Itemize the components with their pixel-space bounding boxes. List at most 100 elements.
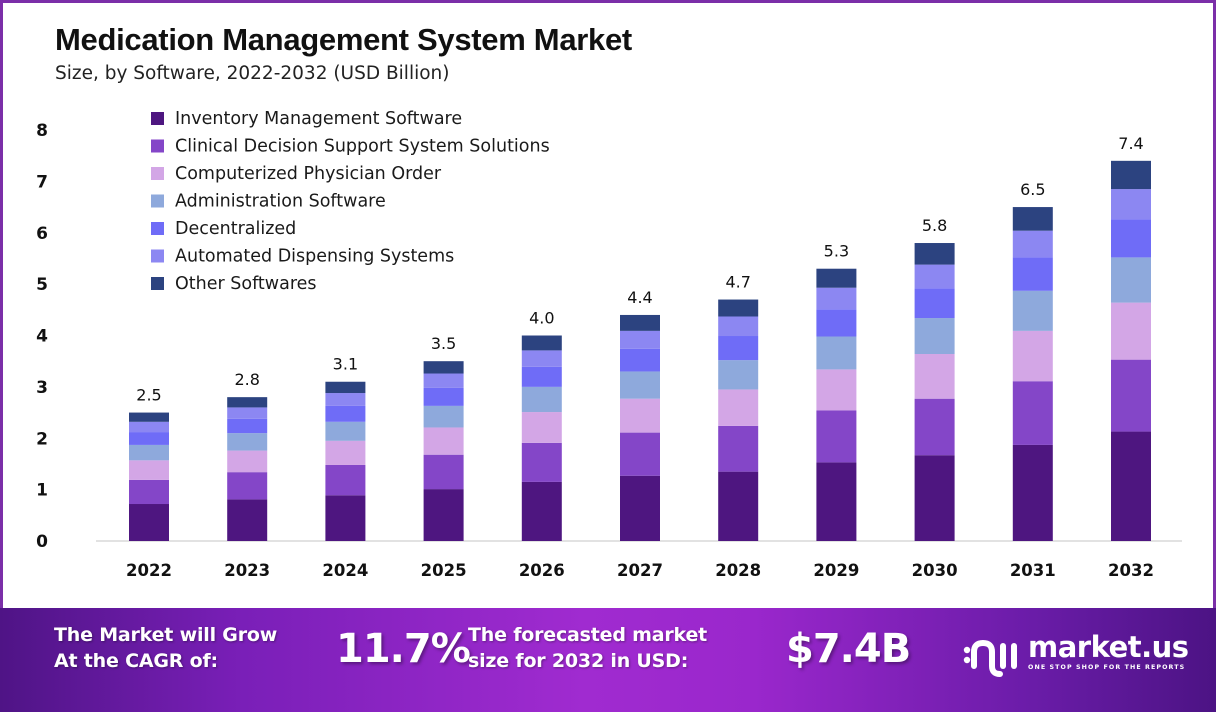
bar-segment bbox=[423, 405, 464, 428]
legend-swatch bbox=[151, 194, 164, 208]
bar-segment bbox=[129, 421, 169, 433]
bar-total-label: 4.7 bbox=[725, 273, 750, 292]
bar-segment bbox=[227, 499, 268, 541]
bar-total-label: 3.1 bbox=[333, 355, 358, 374]
bar-segment bbox=[423, 489, 464, 541]
bar-segment bbox=[227, 472, 268, 500]
legend-item[interactable]: Inventory Management Software bbox=[151, 109, 462, 129]
bar-segment bbox=[521, 481, 562, 541]
legend-item[interactable]: Automated Dispensing Systems bbox=[151, 247, 454, 267]
legend: Inventory Management Software Clinical De… bbox=[151, 109, 550, 294]
legend-item[interactable]: Computerized Physician Order bbox=[151, 164, 442, 184]
legend-item[interactable]: Clinical Decision Support System Solutio… bbox=[151, 137, 550, 157]
cagr-caption-line1: The Market will Grow bbox=[54, 624, 278, 646]
bar-segment bbox=[1111, 257, 1151, 303]
y-tick-label: 0 bbox=[36, 532, 48, 552]
chart-subtitle: Size, by Software, 2022-2032 (USD Billio… bbox=[55, 63, 450, 84]
x-tick-label: 2031 bbox=[1010, 561, 1056, 580]
bar-stack-2025: 3.5 bbox=[423, 334, 464, 541]
bar-total-label: 5.8 bbox=[922, 216, 947, 235]
bar-segment bbox=[325, 495, 366, 541]
bar-stack-2024: 3.1 bbox=[325, 355, 366, 541]
bar-segment bbox=[816, 462, 857, 541]
bar-segment bbox=[1111, 359, 1151, 432]
bar-stack-2030: 5.8 bbox=[914, 216, 955, 541]
bar-segment bbox=[521, 366, 562, 387]
bar-segment bbox=[816, 336, 857, 370]
bar-segment bbox=[914, 288, 955, 319]
x-tick-label: 2027 bbox=[617, 561, 663, 580]
bar-segment bbox=[129, 460, 169, 480]
bar-segment bbox=[620, 432, 660, 476]
bar-segment bbox=[914, 318, 955, 354]
bar-segment bbox=[620, 314, 660, 331]
legend-label: Administration Software bbox=[175, 192, 386, 212]
legend-swatch bbox=[151, 167, 164, 180]
bar-segment bbox=[325, 464, 366, 496]
bar-stack-2027: 4.4 bbox=[620, 288, 660, 541]
legend-item[interactable]: Administration Software bbox=[151, 192, 386, 212]
forecast-caption: The forecasted market size for 2032 in U… bbox=[468, 622, 707, 674]
legend-swatch bbox=[151, 277, 164, 290]
market-us-logo-icon bbox=[963, 639, 1017, 677]
y-tick-label: 2 bbox=[36, 429, 48, 449]
bar-segment bbox=[227, 397, 268, 408]
y-tick-label: 4 bbox=[36, 327, 48, 347]
bar-segment bbox=[1012, 330, 1053, 382]
legend-label: Other Softwares bbox=[175, 274, 317, 294]
legend-swatch bbox=[151, 139, 164, 153]
bar-segment bbox=[718, 336, 759, 361]
bar-stack-2023: 2.8 bbox=[227, 370, 268, 541]
bar-segment bbox=[718, 425, 759, 472]
bar-segment bbox=[816, 268, 857, 288]
bar-segment bbox=[1012, 290, 1053, 331]
bar-stack-2032: 7.4 bbox=[1111, 134, 1151, 541]
cagr-value: 11.7% bbox=[336, 626, 471, 672]
x-axis: 2022 2023 2024 2025 2026 2027 2028 2029 2030 2031… bbox=[126, 561, 1154, 580]
bar-segment bbox=[914, 455, 955, 541]
y-tick-label: 1 bbox=[36, 481, 48, 501]
bar-segment bbox=[1111, 219, 1151, 258]
bar-segment bbox=[914, 264, 955, 289]
forecast-caption-line1: The forecasted market bbox=[468, 624, 708, 646]
bar-total-label: 3.5 bbox=[431, 334, 456, 353]
bar-stack-2022: 2.5 bbox=[129, 386, 169, 541]
bar-segment bbox=[914, 243, 955, 265]
bar-segment bbox=[1111, 302, 1151, 360]
bar-segment bbox=[816, 410, 857, 463]
bar-segment bbox=[423, 387, 464, 406]
bar-segment bbox=[521, 412, 562, 443]
legend-label: Inventory Management Software bbox=[175, 109, 462, 129]
bar-total-label: 2.8 bbox=[234, 370, 259, 389]
bar-total-label: 2.5 bbox=[136, 386, 161, 405]
bar-segment bbox=[521, 350, 562, 367]
forecast-caption-line2: size for 2032 in USD: bbox=[468, 650, 689, 672]
bar-segment bbox=[129, 479, 169, 505]
legend-item[interactable]: Decentralized bbox=[151, 219, 296, 239]
x-tick-label: 2022 bbox=[126, 561, 172, 580]
bar-segment bbox=[227, 407, 268, 419]
bar-segment bbox=[325, 440, 366, 465]
bar-segment bbox=[816, 369, 857, 411]
bar-segment bbox=[620, 475, 660, 541]
bar-segment bbox=[816, 287, 857, 310]
bar-segment bbox=[129, 412, 169, 422]
bar-segment bbox=[620, 398, 660, 433]
y-axis: 0 1 2 3 4 5 6 7 8 bbox=[36, 121, 48, 552]
bar-segment bbox=[325, 405, 366, 422]
cagr-caption: The Market will Grow At the CAGR of: bbox=[54, 622, 277, 674]
chart-title: Medication Management System Market bbox=[55, 22, 632, 57]
bar-total-label: 7.4 bbox=[1118, 134, 1143, 153]
bar-segment bbox=[1012, 207, 1053, 231]
bar-segment bbox=[521, 386, 562, 413]
brand-name[interactable]: market.us bbox=[1028, 630, 1189, 664]
y-tick-label: 6 bbox=[36, 224, 48, 244]
stacked-bar-chart: Inventory Management Software Clinical De… bbox=[36, 109, 1182, 580]
bar-segment bbox=[620, 371, 660, 399]
bar-segment bbox=[816, 309, 857, 337]
bar-segment bbox=[423, 361, 464, 374]
bar-segment bbox=[1012, 444, 1053, 541]
legend-item[interactable]: Other Softwares bbox=[151, 274, 317, 294]
y-tick-label: 8 bbox=[36, 121, 48, 141]
legend-swatch bbox=[151, 249, 164, 263]
